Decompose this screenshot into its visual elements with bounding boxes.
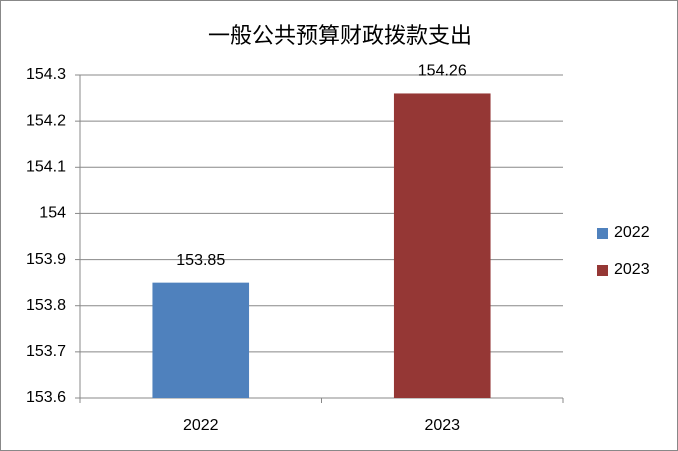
y-tick-label: 154 [39, 205, 66, 222]
legend-label: 2022 [614, 224, 650, 241]
chart-title: 一般公共预算财政拨款支出 [208, 23, 472, 48]
legend-swatch [597, 228, 608, 239]
x-tick-label: 2022 [183, 417, 219, 434]
data-label: 153.85 [176, 252, 225, 269]
y-tick-label: 154.2 [26, 112, 66, 129]
y-tick-label: 153.8 [26, 297, 66, 314]
y-tick-label: 154.3 [26, 66, 66, 83]
legend-label: 2023 [614, 261, 650, 278]
legend-swatch [597, 265, 608, 276]
y-tick-label: 153.7 [26, 343, 66, 360]
y-tick-label: 153.6 [26, 389, 66, 406]
bar [152, 282, 250, 398]
data-label: 154.26 [418, 63, 467, 80]
bar [393, 93, 491, 398]
x-tick-label: 2023 [424, 417, 460, 434]
y-tick-label: 153.9 [26, 251, 66, 268]
y-tick-label: 154.1 [26, 159, 66, 176]
